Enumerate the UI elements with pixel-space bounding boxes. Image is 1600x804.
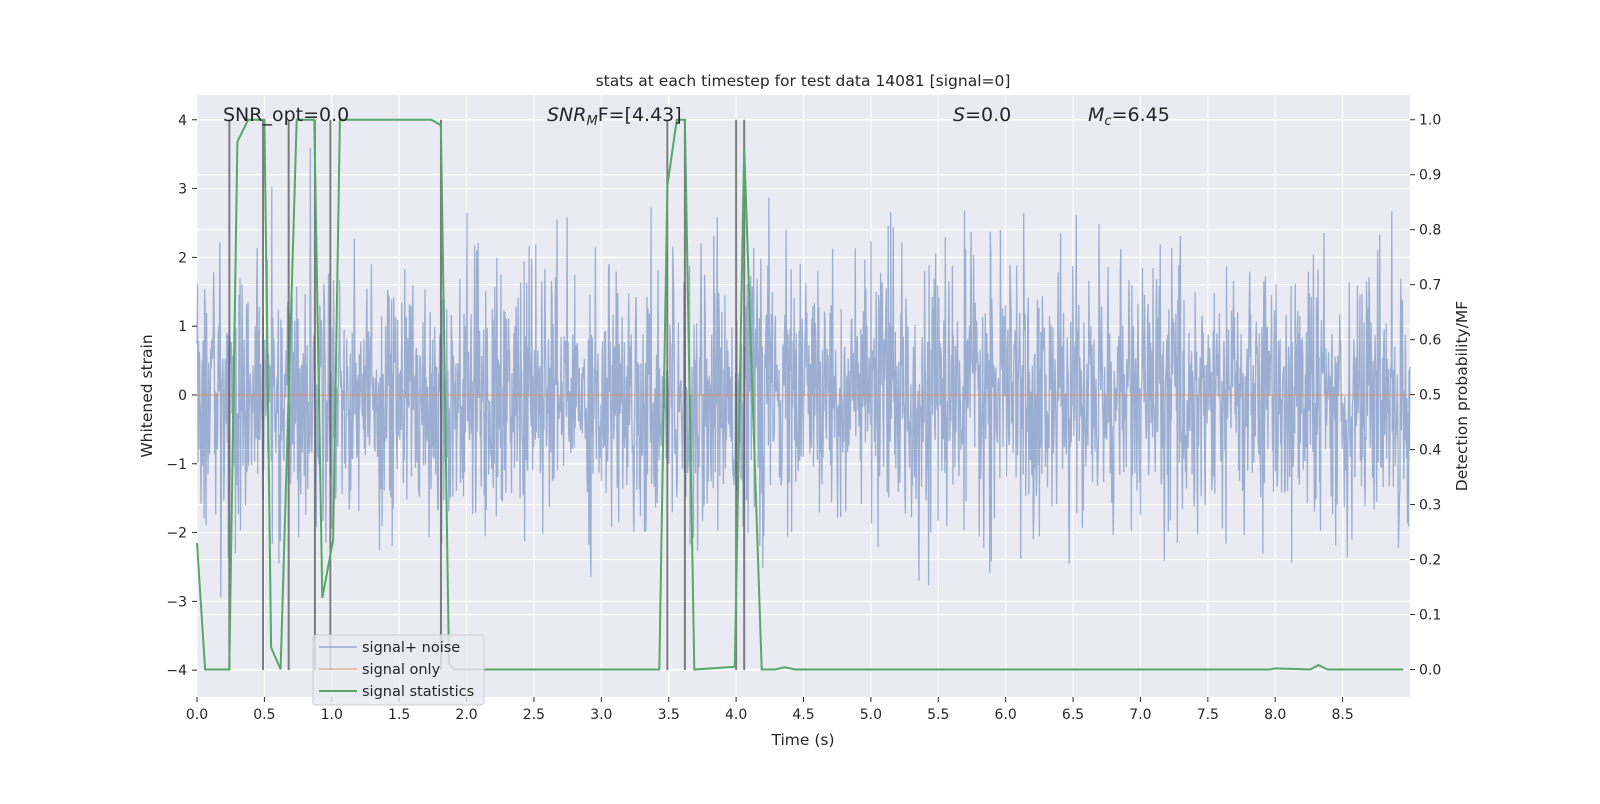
y-tick-label: 4 bbox=[178, 113, 187, 129]
detection-markers bbox=[228, 119, 746, 671]
s-base: S bbox=[953, 104, 965, 126]
y-right-tick-label: 0.2 bbox=[1419, 553, 1441, 569]
legend-label-signal-noise: signal+ noise bbox=[362, 640, 460, 656]
signal-statistics-line bbox=[196, 118, 1404, 671]
y-tick-label: −4 bbox=[166, 663, 187, 679]
x-ticks: 0.0 0.5 1.0 1.5 2.0 2.5 3.0 3.5 4.0 4.5 5.0 5.5 6.0 6… bbox=[186, 697, 1354, 723]
y-right-tick-label: 0.1 bbox=[1419, 608, 1441, 624]
snr-mf-base: SNR bbox=[547, 104, 586, 126]
snr-mf-rest: F=[4.43] bbox=[598, 104, 682, 126]
y-right-tick-label: 0.7 bbox=[1419, 278, 1441, 294]
y-tick-label: −2 bbox=[166, 526, 187, 542]
y-ticks-right: 1.0 0.9 0.8 0.7 0.6 0.5 0.4 0.3 0.2 0.1 0.0 bbox=[1410, 113, 1441, 679]
y-axis-label-right: Detection probability/MF bbox=[1453, 301, 1471, 492]
legend-label-signal-only: signal only bbox=[362, 662, 441, 678]
x-tick-label: 8.5 bbox=[1331, 707, 1353, 723]
s-rest: =0.0 bbox=[965, 104, 1011, 126]
annotation-mc: Mc=6.45 bbox=[1088, 104, 1170, 129]
y-right-tick-label: 0.4 bbox=[1419, 443, 1441, 459]
signal-noise-line bbox=[196, 147, 1411, 597]
y-tick-label: −1 bbox=[166, 457, 187, 473]
snr-mf-sub: M bbox=[586, 114, 597, 129]
x-tick-label: 2.0 bbox=[455, 707, 477, 723]
x-tick-label: 7.5 bbox=[1197, 707, 1219, 723]
y-right-tick-label: 0.6 bbox=[1419, 333, 1441, 349]
x-tick-label: 6.5 bbox=[1062, 707, 1084, 723]
x-tick-label: 0.5 bbox=[253, 707, 275, 723]
mc-sub: c bbox=[1104, 114, 1111, 129]
y-tick-label: 3 bbox=[178, 182, 187, 198]
signal-noise-series bbox=[196, 147, 1411, 597]
y-right-tick-label: 0.0 bbox=[1419, 663, 1441, 679]
x-tick-label: 4.5 bbox=[792, 707, 814, 723]
legend-label-signal-statistics: signal statistics bbox=[362, 684, 474, 700]
x-tick-label: 1.0 bbox=[321, 707, 343, 723]
x-tick-label: 3.5 bbox=[658, 707, 680, 723]
x-tick-label: 2.5 bbox=[523, 707, 545, 723]
y-ticks-left: 4 3 2 1 0 −1 −2 −3 −4 bbox=[166, 113, 197, 679]
y-right-tick-label: 1.0 bbox=[1419, 113, 1441, 129]
legend: signal+ noise signal only signal statist… bbox=[312, 634, 485, 706]
y-tick-label: 2 bbox=[178, 250, 187, 266]
annotation-snr-opt: SNR_opt=0.0 bbox=[223, 104, 349, 126]
annotation-snr-mf: SNRMF=[4.43] bbox=[547, 104, 682, 129]
x-tick-label: 3.0 bbox=[590, 707, 612, 723]
y-right-tick-label: 0.9 bbox=[1419, 168, 1441, 184]
x-tick-label: 5.0 bbox=[860, 707, 882, 723]
y-tick-label: −3 bbox=[166, 594, 187, 610]
annotation-s: S=0.0 bbox=[953, 104, 1011, 126]
mc-base: M bbox=[1088, 104, 1104, 126]
x-tick-label: 0.0 bbox=[186, 707, 208, 723]
mc-rest: =6.45 bbox=[1112, 104, 1170, 126]
x-tick-label: 6.0 bbox=[995, 707, 1017, 723]
y-right-tick-label: 0.5 bbox=[1419, 388, 1441, 404]
y-right-tick-label: 0.3 bbox=[1419, 498, 1441, 514]
y-tick-label: 0 bbox=[178, 388, 187, 404]
y-tick-label: 1 bbox=[178, 319, 187, 335]
x-tick-label: 4.0 bbox=[725, 707, 747, 723]
x-axis-label: Time (s) bbox=[770, 731, 834, 749]
x-tick-label: 8.0 bbox=[1264, 707, 1286, 723]
x-tick-label: 5.5 bbox=[927, 707, 949, 723]
x-tick-label: 7.0 bbox=[1129, 707, 1151, 723]
x-tick-label: 1.5 bbox=[388, 707, 410, 723]
y-axis-label: Whitened strain bbox=[138, 334, 156, 457]
y-right-tick-label: 0.8 bbox=[1419, 223, 1441, 239]
chart-title: stats at each timestep for test data 140… bbox=[596, 72, 1011, 90]
